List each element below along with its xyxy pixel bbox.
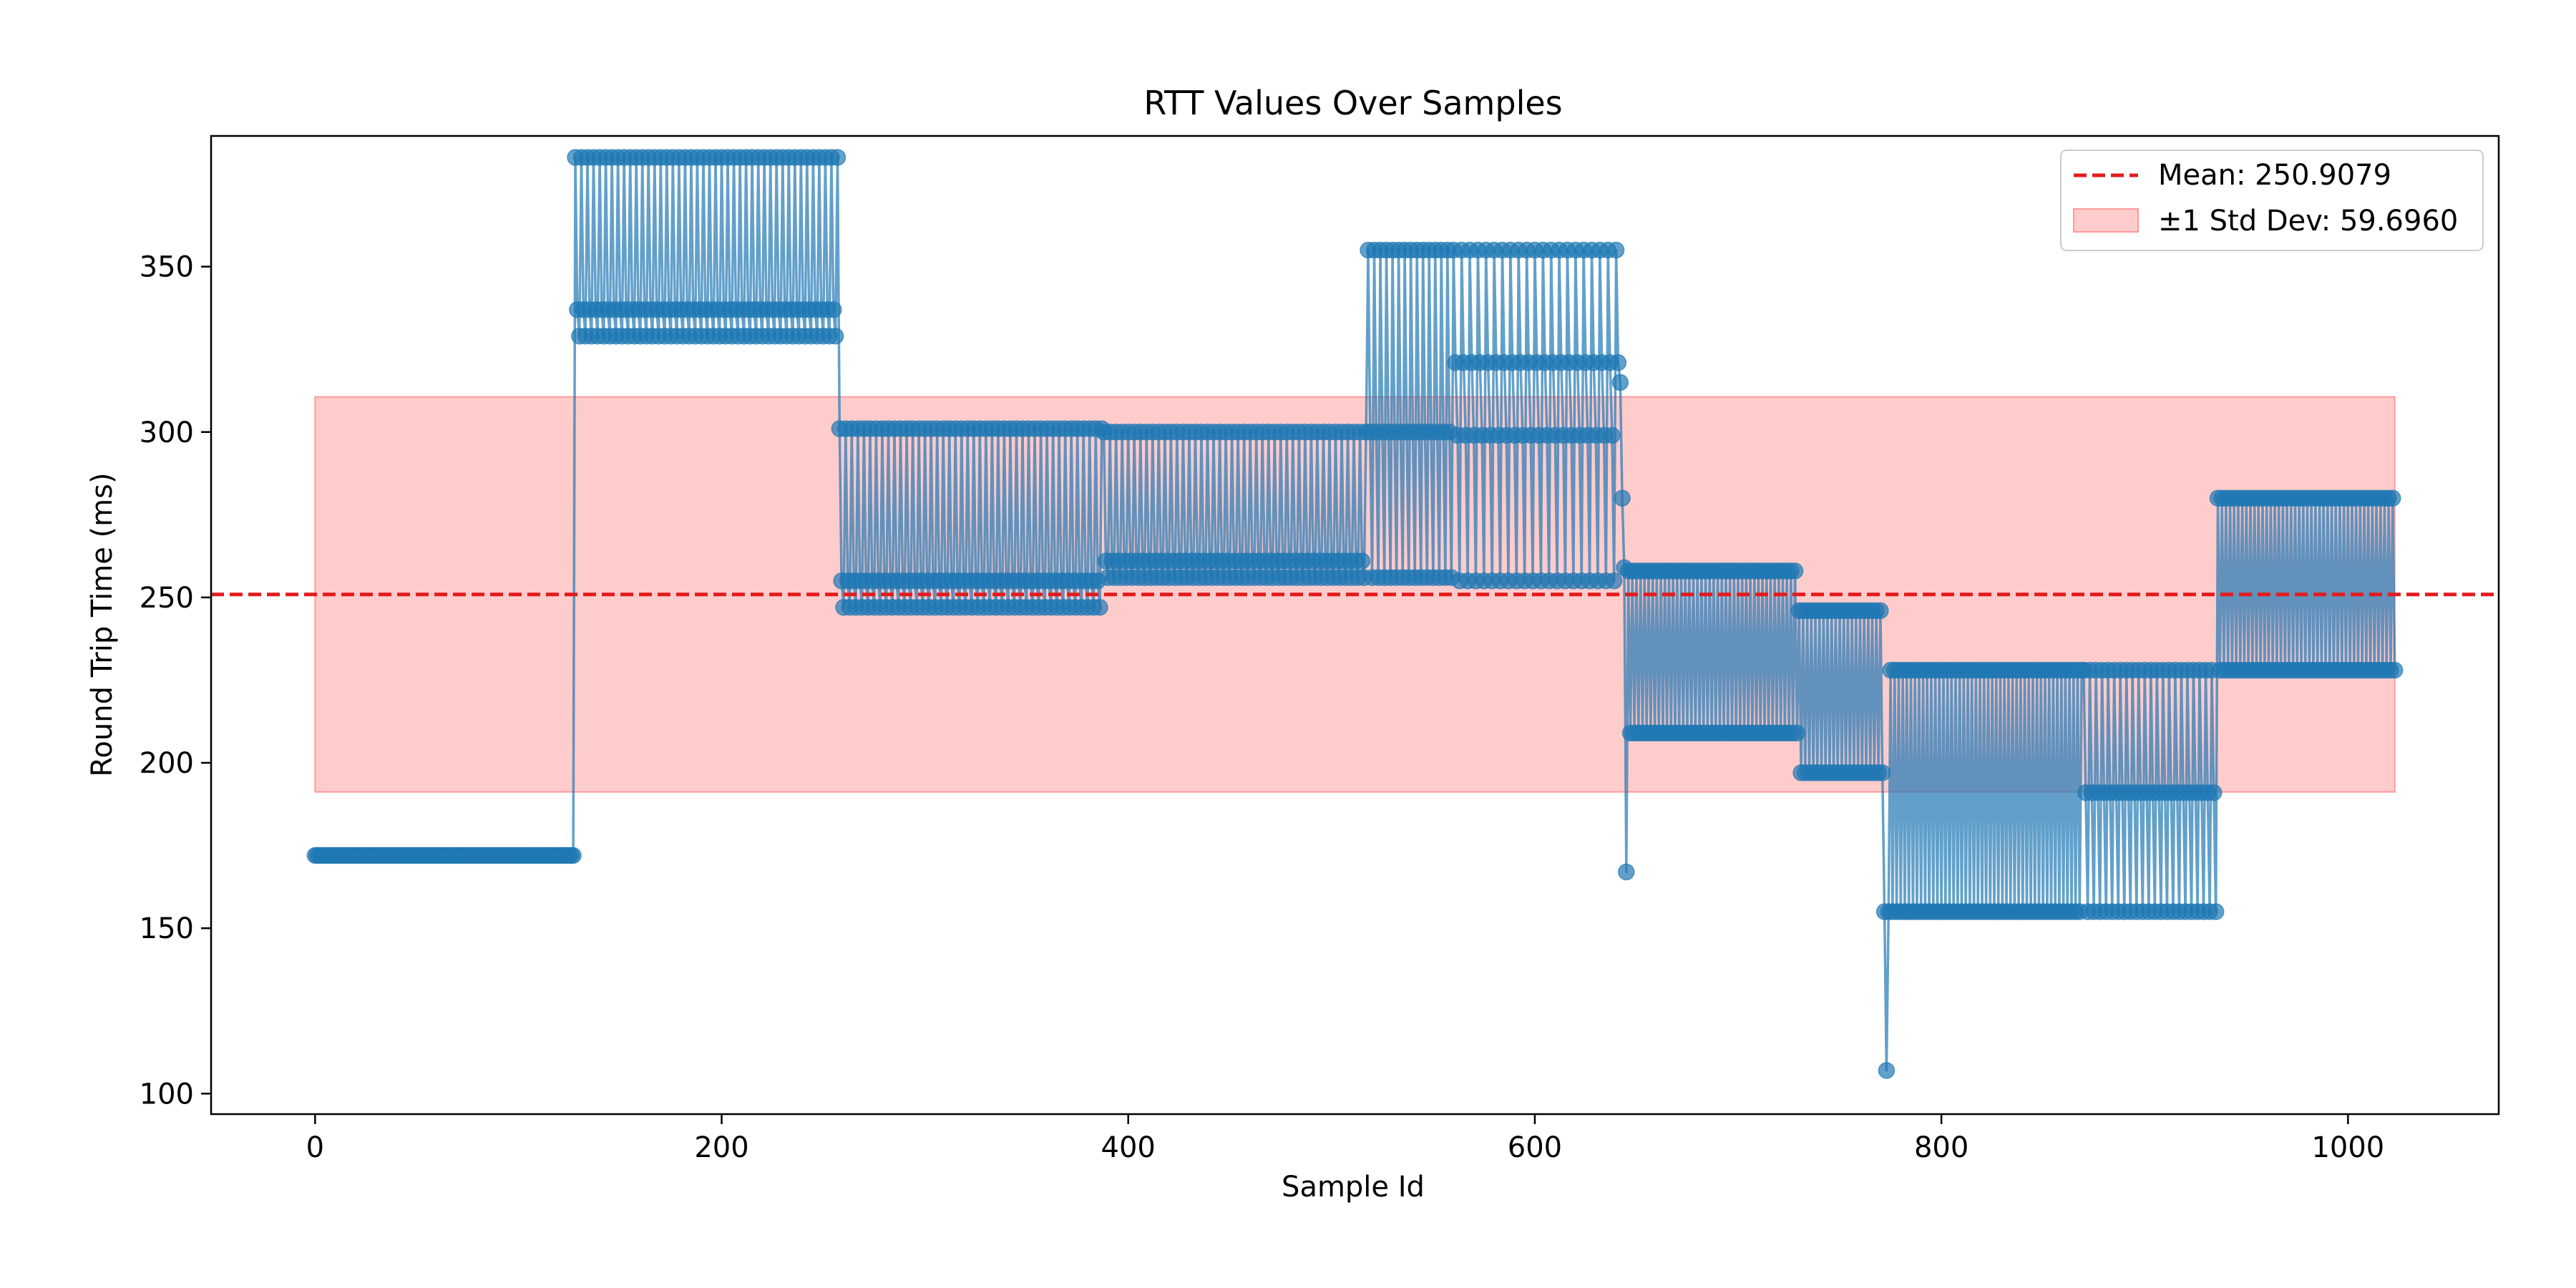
chart-title: RTT Values Over Samples bbox=[1143, 84, 1562, 122]
rtt-point bbox=[1091, 599, 1108, 616]
rtt-point bbox=[1872, 602, 1889, 620]
rtt-point bbox=[2384, 489, 2401, 507]
y-axis: 100 150 200 250 300 350 bbox=[140, 251, 211, 1111]
rtt-point bbox=[1878, 1062, 1896, 1079]
rtt-point bbox=[826, 327, 844, 345]
y-tick-label: 350 bbox=[140, 251, 194, 284]
y-tick-label: 250 bbox=[140, 582, 194, 615]
y-axis-label: Round Trip Time (ms) bbox=[86, 472, 119, 776]
rtt-point bbox=[1607, 241, 1625, 259]
x-tick-label: 0 bbox=[306, 1131, 324, 1164]
x-tick-label: 600 bbox=[1508, 1131, 1562, 1164]
rtt-point bbox=[1614, 489, 1631, 507]
legend-box bbox=[2060, 150, 2484, 251]
rtt-point bbox=[1618, 863, 1635, 881]
x-tick-label: 200 bbox=[694, 1131, 748, 1164]
x-tick-label: 800 bbox=[1914, 1131, 1968, 1164]
x-tick-label: 1000 bbox=[2311, 1131, 2384, 1164]
y-tick-label: 300 bbox=[140, 416, 194, 449]
legend-band-label: ±1 Std Dev: 59.6960 bbox=[2158, 205, 2458, 238]
rtt-point bbox=[1788, 724, 1806, 742]
plot-area bbox=[211, 149, 2499, 1079]
y-tick-label: 200 bbox=[140, 747, 194, 780]
rtt-point bbox=[1786, 562, 1804, 580]
legend-mean-label: Mean: 250.9079 bbox=[2158, 159, 2391, 192]
rtt-point bbox=[1604, 426, 1621, 444]
rtt-point bbox=[1611, 374, 1629, 391]
rtt-markers bbox=[306, 149, 2404, 1079]
x-axis: 0 200 400 600 800 1000 bbox=[306, 1114, 2384, 1164]
y-tick-label: 100 bbox=[140, 1078, 194, 1111]
rtt-point bbox=[829, 149, 847, 166]
rtt-point bbox=[825, 301, 842, 318]
rtt-point bbox=[565, 847, 582, 864]
x-tick-label: 400 bbox=[1101, 1131, 1156, 1164]
x-axis-label: Sample Id bbox=[1282, 1171, 1425, 1204]
rtt-point bbox=[1609, 353, 1627, 371]
rtt-point bbox=[2207, 903, 2225, 920]
rtt-point bbox=[1605, 572, 1623, 590]
rtt-point bbox=[1873, 764, 1891, 781]
rtt-point bbox=[2386, 661, 2404, 679]
rtt-series-line bbox=[315, 156, 2396, 1072]
y-tick-label: 150 bbox=[140, 912, 194, 945]
rtt-point bbox=[1353, 552, 1371, 570]
rtt-point bbox=[2205, 784, 2223, 801]
legend: Mean: 250.9079 ±1 Std Dev: 59.6960 bbox=[2060, 150, 2484, 251]
legend-band-swatch bbox=[2073, 208, 2139, 233]
axes-frame bbox=[210, 135, 2500, 1116]
